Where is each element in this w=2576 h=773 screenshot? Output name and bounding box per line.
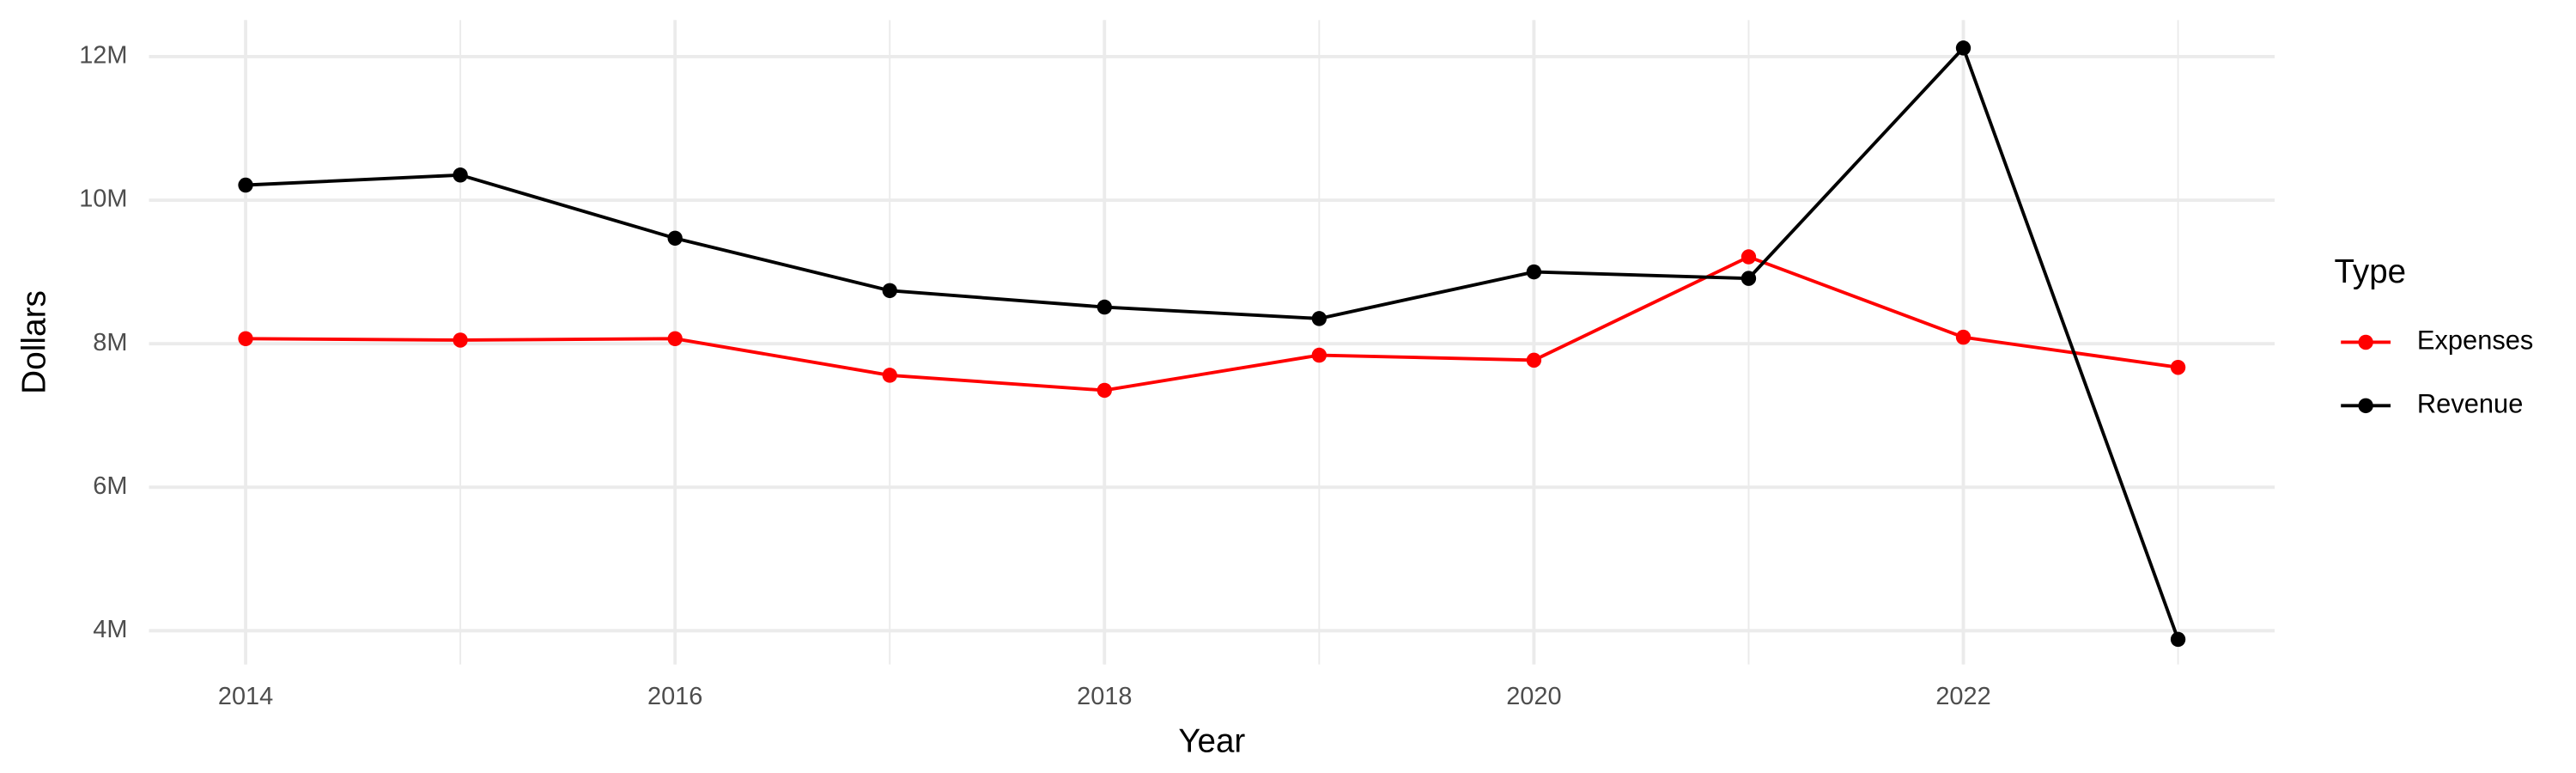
data-point [238, 177, 253, 193]
data-point [1955, 40, 1971, 56]
data-point [1741, 249, 1757, 265]
x-tick-label: 2016 [647, 683, 702, 710]
legend-label: Revenue [2417, 388, 2523, 418]
data-point [882, 283, 897, 299]
legend-title: Type [2335, 253, 2407, 290]
x-tick-label: 2020 [1506, 683, 1561, 710]
x-tick-label: 2014 [218, 683, 273, 710]
data-point [882, 368, 897, 383]
data-point [1097, 299, 1112, 315]
data-point [453, 167, 468, 183]
data-point [1526, 352, 1542, 368]
data-point [238, 331, 253, 347]
legend-label: Expenses [2417, 326, 2533, 356]
y-tick-label: 12M [79, 42, 127, 70]
data-point [1741, 271, 1757, 286]
legend-marker [2358, 334, 2373, 350]
legend-marker [2358, 398, 2373, 414]
y-tick-label: 4M [93, 616, 127, 643]
data-point [1097, 382, 1112, 399]
data-point [1955, 329, 1971, 345]
data-point [1526, 264, 1542, 280]
data-point [1311, 347, 1327, 363]
series-line [245, 45, 2180, 641]
x-tick-label: 2018 [1077, 683, 1132, 710]
x-axis-title: Year [1178, 722, 1245, 759]
x-tick-label: 2022 [1935, 683, 1990, 710]
y-tick-label: 8M [93, 329, 127, 356]
data-point [667, 230, 683, 247]
data-point [667, 331, 683, 347]
y-tick-label: 10M [79, 186, 127, 213]
grid [149, 20, 2275, 665]
data-point [453, 332, 468, 348]
data-point [2170, 631, 2186, 648]
y-axis-title: Dollars [16, 290, 53, 394]
series-line [246, 254, 2178, 393]
data-point [2170, 359, 2186, 375]
data-point [1311, 311, 1327, 326]
y-tick-label: 6M [93, 472, 127, 500]
